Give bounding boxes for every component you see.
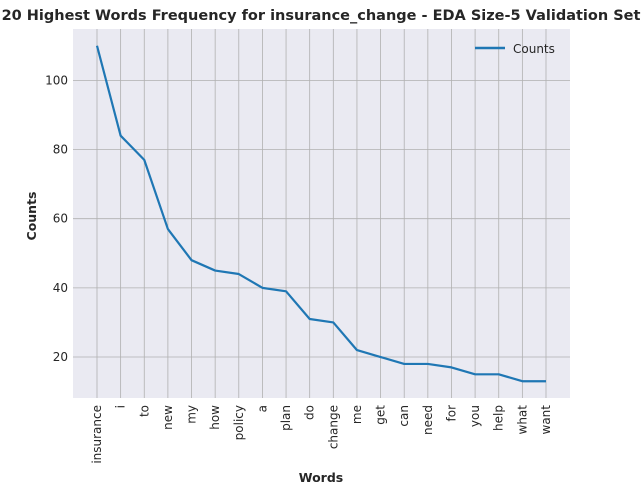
x-tick-label: you [468,405,482,427]
y-tick-label: 60 [53,212,68,226]
x-tick-label: a [255,405,269,412]
y-tick-label: 100 [45,73,68,87]
series-group [95,45,546,383]
x-tick-label: new [161,405,175,430]
series-line-counts [95,45,546,383]
y-axis-label: Counts [24,192,39,241]
x-tick-label: to [137,405,151,417]
y-axis-ticks: 20 40 60 80 100 [45,73,68,364]
x-tick-label: need [421,405,435,435]
x-tick-label: get [374,405,388,425]
x-tick-label: policy [232,405,246,440]
x-tick-label: change [326,405,340,449]
y-tick-label: 40 [53,281,68,295]
x-tick-label: what [515,405,529,435]
grid-lines [73,29,570,398]
x-tick-label: can [397,405,411,427]
x-tick-label: want [539,405,553,435]
x-tick-label: my [185,405,199,424]
x-tick-label: plan [279,405,293,431]
x-tick-label: help [492,405,506,431]
x-tick-label: how [208,405,222,430]
chart-title: 20 Highest Words Frequency for insurance… [2,8,641,24]
x-axis-label: Words [299,470,343,485]
plot-area [73,29,570,398]
legend-label: Counts [513,42,555,56]
y-tick-label: 80 [53,143,68,157]
x-tick-label: insurance [90,405,104,464]
y-tick-label: 20 [53,350,68,364]
x-axis-ticks: insurance i to new my how policy a plan do change m… [90,405,553,464]
legend: Counts [475,42,555,56]
x-tick-label: do [303,405,317,420]
x-tick-label: i [114,405,128,408]
x-tick-label: for [444,405,458,422]
x-tick-label: me [350,405,364,424]
